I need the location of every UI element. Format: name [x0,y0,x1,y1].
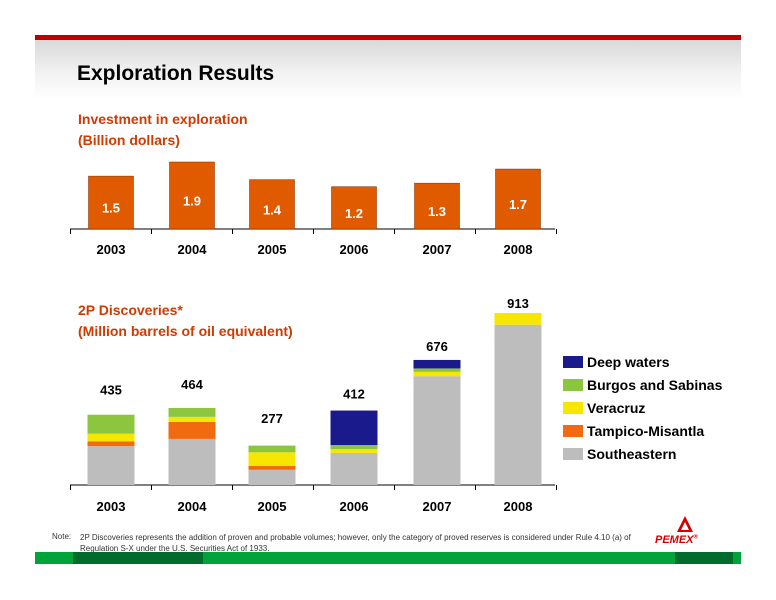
discoveries-bar-segment [248,452,296,467]
header-band [35,40,741,100]
discoveries-total-label: 464 [181,377,203,392]
pemex-logo-mark [677,516,693,532]
discoveries-x-tick-label: 2005 [258,499,287,514]
discoveries-chart-subtitle: (Million barrels of oil equivalent) [78,323,293,339]
discoveries-bar-segment [168,438,216,485]
discoveries-bar-segment [87,414,135,434]
legend-swatch-veracruz [563,402,583,414]
investment-bar-label: 1.2 [345,206,363,221]
pemex-logo-text: PEMEX® [655,534,698,546]
investment-bar [249,179,295,230]
footer-accent-left [73,552,203,564]
discoveries-bar-segment [87,446,135,485]
discoveries-x-tick-label: 2004 [178,499,208,514]
investment-x-tick-label: 2003 [97,242,126,257]
investment-bar-label: 1.9 [183,194,201,209]
discoveries-bar-segment [168,408,216,417]
legend-swatch-deep-waters [563,356,583,368]
top-rule [35,35,741,40]
discoveries-x-tick-label: 2006 [340,499,369,514]
discoveries-bar-segment [330,445,378,450]
discoveries-total-label: 277 [261,411,283,426]
discoveries-bar-segment [494,312,542,325]
discoveries-bar-segment [330,452,378,485]
discoveries-bar-segment [330,410,378,446]
discoveries-bar-segment [330,449,378,453]
investment-bar [495,168,541,230]
footnote-text: 2P Discoveries represents the addition o… [80,533,631,553]
legend-label-southeastern: Southeastern [587,446,677,462]
discoveries-x-tick-label: 2007 [423,499,452,514]
investment-x-tick-label: 2005 [258,242,287,257]
discoveries-bar-segment [248,445,296,453]
investment-chart-subtitle: (Billion dollars) [78,132,180,148]
discoveries-bar-segment [248,469,296,485]
discoveries-bar-segment [87,441,135,447]
discoveries-total-label: 412 [343,387,365,402]
investment-bar-label: 1.4 [263,202,282,217]
discoveries-bar-segment [494,324,542,485]
investment-bar-label: 1.7 [509,197,527,212]
discoveries-bar-segment [168,421,216,439]
legend-swatch-southeastern [563,448,583,460]
footer-accent-right [675,552,733,564]
investment-x-tick-label: 2008 [504,242,533,257]
investment-bar-label: 1.5 [102,201,120,216]
legend-label-veracruz: Veracruz [587,400,646,416]
slide-title: Exploration Results [77,62,275,85]
pemex-logo: PEMEX® [655,514,715,550]
investment-bar [88,175,134,230]
discoveries-bar-segment [413,376,461,485]
discoveries-bar-segment [168,416,216,422]
legend-label-burgos-sabinas: Burgos and Sabinas [587,377,723,393]
discoveries-bar-segment [87,433,135,442]
discoveries-x-tick-label: 2008 [504,499,533,514]
discoveries-bar-segment [413,368,461,372]
discoveries-bar-segment [413,359,461,369]
discoveries-x-tick-label: 2003 [97,499,126,514]
legend-label-tampico-misantla: Tampico-Misantla [587,423,705,439]
investment-bar [331,186,377,230]
discoveries-total-label: 913 [507,296,529,311]
investment-bar-label: 1.3 [428,204,446,219]
legend-swatch-burgos-sabinas [563,379,583,391]
discoveries-bar-segment [248,466,296,470]
legend-label-deep-waters: Deep waters [587,354,670,370]
investment-x-tick-label: 2007 [423,242,452,257]
footnote-label: Note: [52,532,72,541]
discoveries-total-label: 435 [100,382,122,397]
footer-band [35,552,741,564]
investment-bar [169,161,215,230]
discoveries-total-label: 676 [426,339,448,354]
legend-swatch-tampico-misantla [563,425,583,437]
investment-x-tick-label: 2006 [340,242,369,257]
discoveries-chart-title: 2P Discoveries* [78,302,183,318]
investment-bar [414,182,460,230]
discoveries-bar-segment [413,371,461,377]
investment-x-tick-label: 2004 [178,242,208,257]
investment-chart-title: Investment in exploration [78,111,248,127]
